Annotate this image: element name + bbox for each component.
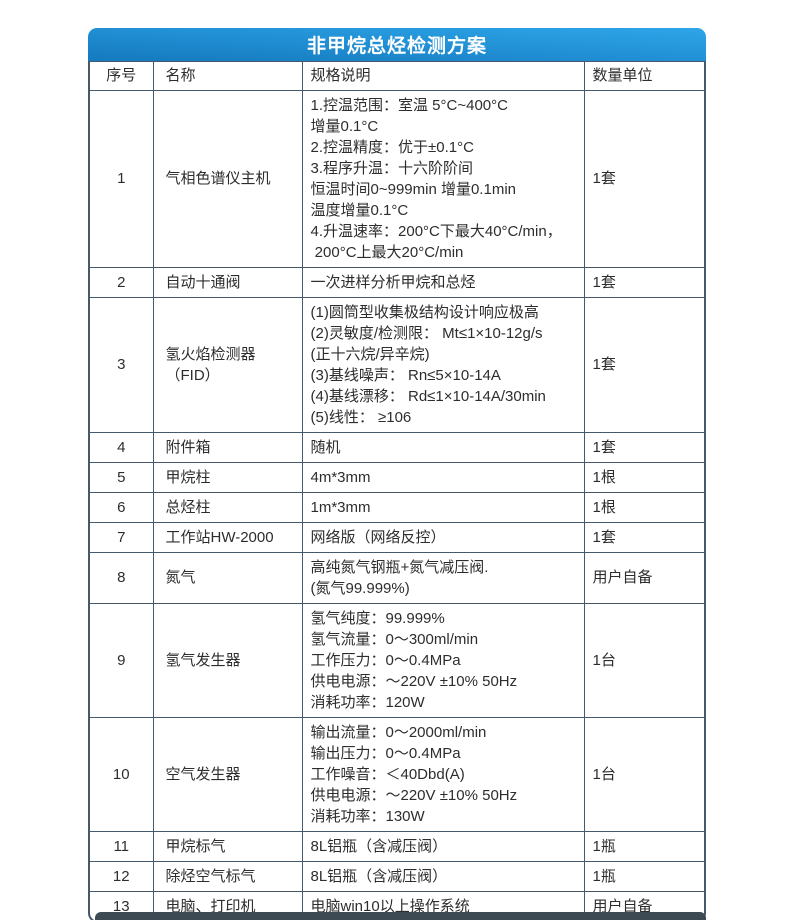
table-row: 1 气相色谱仪主机 1.控温范围：室温 5°C~400°C 增量0.1°C 2.… <box>90 89 704 268</box>
row-no: 1 <box>90 89 154 268</box>
table-row: 6 总烃柱 1m*3mm 1根 <box>90 491 704 523</box>
row-no: 5 <box>90 461 154 493</box>
row-name: 总烃柱 <box>152 491 303 523</box>
row-qty: 1台 <box>583 602 704 718</box>
row-name: 气相色谱仪主机 <box>152 89 303 268</box>
row-qty: 1瓶 <box>583 830 704 862</box>
row-name: 自动十通阀 <box>152 266 303 298</box>
table-row: 5 甲烷柱 4m*3mm 1根 <box>90 461 704 493</box>
table-row: 2 自动十通阀 一次进样分析甲烷和总烃 1套 <box>90 266 704 298</box>
row-name: 附件箱 <box>152 431 303 463</box>
spec-table-card: 非甲烷总烃检测方案 序号 名称 规格说明 数量单位 1 气相色谱仪主机 1.控温… <box>88 28 706 920</box>
table-row: 10 空气发生器 输出流量：0～2000ml/min 输出压力：0～0.4MPa… <box>90 716 704 832</box>
row-spec: 8L铝瓶（含减压阀） <box>301 860 585 892</box>
table-title: 非甲烷总烃检测方案 <box>88 28 706 61</box>
table-row: 12 除烃空气标气 8L铝瓶（含减压阀） 1瓶 <box>90 860 704 892</box>
table-row: 11 甲烷标气 8L铝瓶（含减压阀） 1瓶 <box>90 830 704 862</box>
row-spec: 网络版（网络反控） <box>301 521 585 553</box>
table-wrapper: 序号 名称 规格说明 数量单位 1 气相色谱仪主机 1.控温范围：室温 5°C~… <box>88 61 706 920</box>
row-qty: 1套 <box>583 296 704 433</box>
column-header-name: 名称 <box>152 62 303 91</box>
row-no: 7 <box>90 521 154 553</box>
row-spec: 4m*3mm <box>301 461 585 493</box>
table-row: 7 工作站HW-2000 网络版（网络反控） 1套 <box>90 521 704 553</box>
table-row: 8 氮气 高纯氮气钢瓶+氮气减压阀. (氮气99.999%) 用户自备 <box>90 551 704 604</box>
column-header-no: 序号 <box>90 62 154 91</box>
column-header-spec: 规格说明 <box>301 62 585 91</box>
row-name: 甲烷标气 <box>152 830 303 862</box>
row-name: 甲烷柱 <box>152 461 303 493</box>
row-name: 工作站HW-2000 <box>152 521 303 553</box>
row-qty: 1套 <box>583 266 704 298</box>
row-name: 氢气发生器 <box>152 602 303 718</box>
row-spec: 1m*3mm <box>301 491 585 523</box>
row-spec: 1.控温范围：室温 5°C~400°C 增量0.1°C 2.控温精度：优于±0.… <box>301 89 585 268</box>
row-spec: 输出流量：0～2000ml/min 输出压力：0～0.4MPa 工作噪音：＜40… <box>301 716 585 832</box>
row-spec: 高纯氮气钢瓶+氮气减压阀. (氮气99.999%) <box>301 551 585 604</box>
row-name: 除烃空气标气 <box>152 860 303 892</box>
table-body: 1 气相色谱仪主机 1.控温范围：室温 5°C~400°C 增量0.1°C 2.… <box>90 89 704 920</box>
column-header-qty: 数量单位 <box>583 62 704 91</box>
row-no: 8 <box>90 551 154 604</box>
row-no: 3 <box>90 296 154 433</box>
row-name: 氢火焰检测器（FID） <box>152 296 303 433</box>
row-spec: 随机 <box>301 431 585 463</box>
row-no: 2 <box>90 266 154 298</box>
row-spec: 一次进样分析甲烷和总烃 <box>301 266 585 298</box>
row-qty: 1台 <box>583 716 704 832</box>
table-row: 9 氢气发生器 氢气纯度：99.999% 氢气流量：0～300ml/min 工作… <box>90 602 704 718</box>
row-qty: 用户自备 <box>583 551 704 604</box>
row-spec: 氢气纯度：99.999% 氢气流量：0～300ml/min 工作压力：0～0.4… <box>301 602 585 718</box>
row-name: 空气发生器 <box>152 716 303 832</box>
row-name: 氮气 <box>152 551 303 604</box>
row-qty: 1套 <box>583 89 704 268</box>
table-row: 4 附件箱 随机 1套 <box>90 431 704 463</box>
header-row: 序号 名称 规格说明 数量单位 <box>90 62 704 91</box>
row-qty: 1根 <box>583 491 704 523</box>
table-row: 3 氢火焰检测器（FID） (1)圆筒型收集极结构设计响应极高 (2)灵敏度/检… <box>90 296 704 433</box>
row-qty: 1套 <box>583 431 704 463</box>
row-no: 9 <box>90 602 154 718</box>
next-section-header-edge <box>95 912 706 920</box>
row-spec: (1)圆筒型收集极结构设计响应极高 (2)灵敏度/检测限： Mt≤1×10-12… <box>301 296 585 433</box>
row-no: 10 <box>90 716 154 832</box>
row-no: 12 <box>90 860 154 892</box>
row-no: 4 <box>90 431 154 463</box>
row-no: 6 <box>90 491 154 523</box>
spec-table: 序号 名称 规格说明 数量单位 1 气相色谱仪主机 1.控温范围：室温 5°C~… <box>90 62 704 920</box>
row-no: 11 <box>90 830 154 862</box>
row-qty: 1套 <box>583 521 704 553</box>
row-qty: 1瓶 <box>583 860 704 892</box>
row-spec: 8L铝瓶（含减压阀） <box>301 830 585 862</box>
row-qty: 1根 <box>583 461 704 493</box>
